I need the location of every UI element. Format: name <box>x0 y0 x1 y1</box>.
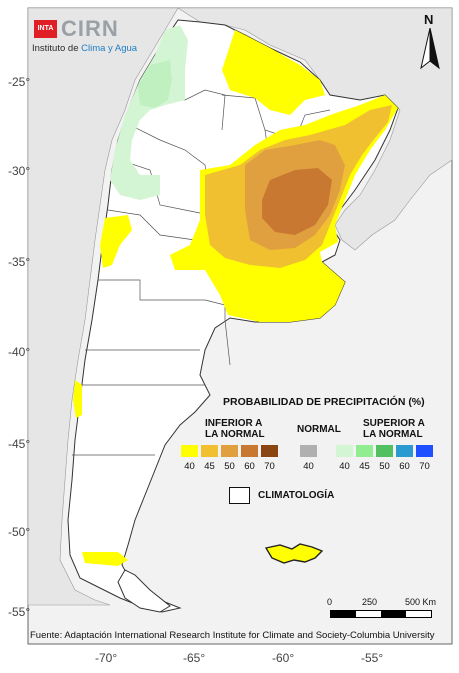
legend-value-above: 60 <box>399 461 410 472</box>
zone-above-45-north <box>138 60 172 108</box>
legend-swatch-above-40 <box>336 445 353 457</box>
legend-swatch-above-70 <box>416 445 433 457</box>
lon-label: -55° <box>361 651 384 665</box>
neighbor-land-west <box>27 7 179 606</box>
legend-value-above: 70 <box>419 461 430 472</box>
legend-swatch-above-50 <box>376 445 393 457</box>
zone-below-40-coast <box>73 380 82 418</box>
legend-swatch-above-60 <box>396 445 413 457</box>
scale-label-0: 0 <box>327 597 333 607</box>
above-normal-zones <box>110 25 188 200</box>
legend-value-above: 45 <box>359 461 370 472</box>
cirn-wordmark: CIRN <box>61 16 119 41</box>
legend-below-heading: INFERIOR A LA NORMAL <box>205 418 265 440</box>
legend-title: PROBABILIDAD DE PRECIPITACIÓN (%) <box>223 396 425 408</box>
zone-below-40-tierra <box>82 552 128 566</box>
lon-label: -65° <box>183 651 206 665</box>
cirn-logo: INTA CIRN Instituto de Clima y Agua <box>31 16 161 58</box>
climatology-label: CLIMATOLOGÍA <box>258 490 335 501</box>
inta-logo: INTA <box>34 20 57 38</box>
malvinas-islands <box>264 543 324 564</box>
legend-value-below: 60 <box>244 461 255 472</box>
legend-swatch-below-40 <box>181 445 198 457</box>
legend-value-above: 40 <box>339 461 350 472</box>
legend-swatch-above-45 <box>356 445 373 457</box>
scale-label-500: 500 Km <box>405 597 437 607</box>
logo-subtitle: Instituto de Clima y Agua <box>32 43 138 54</box>
legend-above-heading: SUPERIOR A LA NORMAL <box>363 418 425 440</box>
lon-label: -60° <box>272 651 295 665</box>
scale-label-250: 250 <box>362 597 378 607</box>
lat-label: -40° <box>8 345 31 359</box>
legend-value-below: 70 <box>264 461 275 472</box>
tierra-del-fuego <box>117 569 171 613</box>
legend-value-below: 45 <box>204 461 215 472</box>
legend-normal-heading: NORMAL <box>297 424 341 435</box>
zone-below-40-north <box>222 30 325 115</box>
lat-label: -30° <box>8 164 31 178</box>
legend-swatch-below-70 <box>261 445 278 457</box>
zone-below-40-cuyo <box>100 215 132 268</box>
north-arrow-icon <box>420 28 440 70</box>
lat-label: -55° <box>8 605 31 619</box>
scale-bar <box>330 610 432 618</box>
legend-value-below: 40 <box>184 461 195 472</box>
legend-swatch-below-45 <box>201 445 218 457</box>
neighbor-land-north <box>176 7 453 251</box>
legend-value-above: 50 <box>379 461 390 472</box>
lat-label: -25° <box>8 75 31 89</box>
lat-label: -35° <box>8 255 31 269</box>
north-arrow: N <box>418 12 442 72</box>
source-credit: Fuente: Adaptación International Researc… <box>30 630 435 641</box>
legend-value-below: 50 <box>224 461 235 472</box>
below-normal-zones <box>73 30 398 606</box>
lat-label: -45° <box>8 437 31 451</box>
zone-below-60 <box>262 168 332 235</box>
legend-swatch-below-60 <box>241 445 258 457</box>
legend-swatch-normal <box>300 445 317 457</box>
legend-value-normal: 40 <box>303 461 314 472</box>
legend-swatch-below-50 <box>221 445 238 457</box>
lat-label: -50° <box>8 525 31 539</box>
north-label: N <box>424 12 434 27</box>
climatology-swatch <box>229 487 250 504</box>
lon-label: -70° <box>95 651 118 665</box>
